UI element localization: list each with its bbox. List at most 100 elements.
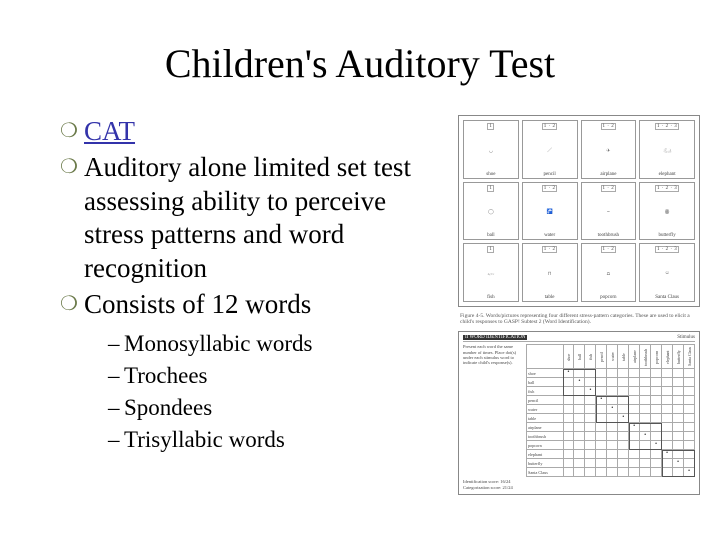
- matrix-cell: [651, 468, 662, 477]
- cell-picture-icon: ⩍: [590, 259, 626, 288]
- cell-number: 1 · 2: [601, 246, 617, 253]
- slide: Children's Auditory Test ❍ CAT ❍ Auditor…: [0, 0, 720, 540]
- cell-label: pencil: [544, 172, 556, 177]
- cell-picture-icon: 𓆟: [473, 259, 509, 288]
- matrix-cell: [563, 405, 574, 414]
- matrix-cell: [618, 378, 629, 387]
- cell-number: 1 · 2: [542, 246, 558, 253]
- figure2-table: shoeballfishpencilwatertableairplanetoot…: [526, 344, 695, 477]
- matrix-cell: [596, 441, 607, 450]
- matrix-col-header: butterfly: [673, 345, 684, 369]
- matrix-cell: [651, 396, 662, 405]
- matrix-cell: [684, 441, 695, 450]
- matrix-cell: [662, 432, 673, 441]
- figure-column: 1◡shoe1 · 2／pencil1 · 2✈airplane1 · 2 · …: [458, 115, 700, 495]
- matrix-cell: [651, 414, 662, 423]
- matrix-cell: [640, 405, 651, 414]
- figure2-instructions: Present each word the same number of tim…: [463, 344, 523, 477]
- matrix-cell: [574, 459, 585, 468]
- matrix-cell: [618, 369, 629, 378]
- matrix-cell: [673, 378, 684, 387]
- cell-number: 1 · 2: [601, 123, 617, 130]
- matrix-cell: [629, 441, 640, 450]
- matrix-cell: [673, 387, 684, 396]
- matrix-cell: [563, 378, 574, 387]
- matrix-row-header: shoe: [527, 369, 564, 378]
- figure2-body: Present each word the same number of tim…: [463, 344, 695, 477]
- figure-cell: 1◡shoe: [463, 120, 519, 179]
- matrix-cell: [673, 405, 684, 414]
- matrix-cell: [585, 369, 596, 378]
- bullet-item: ❍ Auditory alone limited set test assess…: [60, 151, 450, 286]
- bullet-text-link[interactable]: CAT: [84, 115, 135, 149]
- figure2-matrix: shoeballfishpencilwatertableairplanetoot…: [526, 344, 695, 477]
- matrix-row-header: table: [527, 414, 564, 423]
- matrix-cell: [607, 459, 618, 468]
- matrix-cell: [563, 459, 574, 468]
- matrix-cell: [629, 468, 640, 477]
- cell-picture-icon: 𓃰: [649, 136, 685, 165]
- matrix-cell: [563, 387, 574, 396]
- matrix-cell: [563, 369, 574, 378]
- cell-label: toothbrush: [598, 233, 619, 238]
- matrix-cell: [596, 396, 607, 405]
- figure-cell: 1 · 2 · 3ꙮbutterfly: [639, 182, 695, 241]
- text-column: ❍ CAT ❍ Auditory alone limited set test …: [20, 115, 450, 495]
- matrix-col-header: table: [618, 345, 629, 369]
- matrix-cell: [684, 450, 695, 459]
- matrix-cell: [618, 441, 629, 450]
- matrix-cell: [662, 414, 673, 423]
- matrix-row-header: airplane: [527, 423, 564, 432]
- matrix-cell: [596, 432, 607, 441]
- matrix-cell: [684, 369, 695, 378]
- matrix-cell: [607, 405, 618, 414]
- matrix-cell: [673, 423, 684, 432]
- matrix-cell: [662, 450, 673, 459]
- matrix-cell: [673, 441, 684, 450]
- matrix-col-header: shoe: [563, 345, 574, 369]
- cell-number: 1 · 2: [542, 123, 558, 130]
- matrix-cell: [640, 468, 651, 477]
- matrix-cell: [585, 450, 596, 459]
- matrix-cell: [651, 378, 662, 387]
- matrix-cell: [640, 432, 651, 441]
- figure-cell: 1 · 2／pencil: [522, 120, 578, 179]
- matrix-cell: [574, 387, 585, 396]
- cell-number: 1 · 2: [601, 185, 617, 192]
- matrix-cell: [684, 468, 695, 477]
- matrix-cell: [607, 414, 618, 423]
- sub-bullet-item: –Trisyllabic words: [108, 424, 450, 456]
- matrix-cell: [618, 396, 629, 405]
- matrix-cell: [607, 432, 618, 441]
- matrix-col-header: popcorn: [651, 345, 662, 369]
- figure-cell: 1 · 2⩍popcorn: [581, 243, 637, 302]
- matrix-cell: [629, 396, 640, 405]
- matrix-cell: [607, 450, 618, 459]
- matrix-cell: [673, 432, 684, 441]
- figure-cell: 1 · 2✈airplane: [581, 120, 637, 179]
- matrix-cell: [629, 405, 640, 414]
- matrix-col-header: water: [607, 345, 618, 369]
- matrix-cell: [629, 459, 640, 468]
- figure-cell: 1 · 2🚰water: [522, 182, 578, 241]
- matrix-cell: [574, 441, 585, 450]
- matrix-cell: [673, 369, 684, 378]
- matrix-cell: [651, 423, 662, 432]
- matrix-cell: [673, 468, 684, 477]
- matrix-cell: [673, 450, 684, 459]
- bullet-item: ❍ Consists of 12 words: [60, 288, 450, 322]
- matrix-cell: [673, 459, 684, 468]
- matrix-cell: [651, 387, 662, 396]
- matrix-cell: [629, 423, 640, 432]
- matrix-cell: [651, 432, 662, 441]
- matrix-cell: [563, 450, 574, 459]
- matrix-cell: [574, 396, 585, 405]
- matrix-cell: [618, 414, 629, 423]
- sub-bullet-list: –Monosyllabic words –Trochees –Spondees …: [108, 328, 450, 457]
- matrix-cell: [563, 396, 574, 405]
- matrix-cell: [574, 405, 585, 414]
- figure2-stimulus-label: Stimulus: [677, 335, 695, 340]
- matrix-col-header: ball: [574, 345, 585, 369]
- matrix-col-header: Santa Claus: [684, 345, 695, 369]
- matrix-cell: [574, 414, 585, 423]
